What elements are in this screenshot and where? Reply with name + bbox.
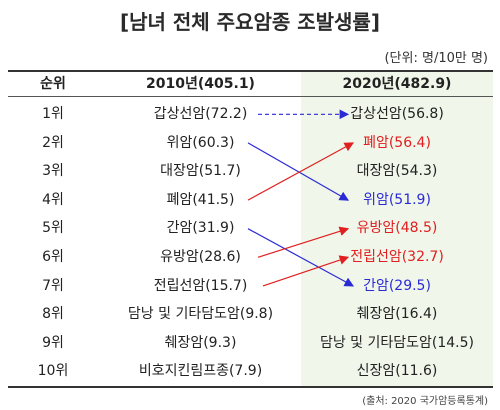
header-2010: 2010년(405.1) (146, 76, 255, 92)
rank-cell: 8위 (42, 306, 64, 323)
cancer-2020-cell: 위암(51.9) (363, 191, 431, 208)
rank-arrow-up (257, 226, 350, 258)
header-2020: 2020년(482.9) (342, 76, 452, 92)
rank-cell: 6위 (42, 249, 64, 265)
cancer-2020-cell: 전립선암(32.7) (350, 249, 444, 265)
source-note: (출처: 2020 국가암등록통계) (362, 396, 488, 407)
rank-cell: 4위 (42, 191, 64, 208)
cancer-2010-cell: 담낭 및 기타담도암(9.8) (127, 306, 274, 323)
rank-arrow-up (247, 142, 355, 201)
rank-cell: 10위 (37, 363, 69, 380)
cancer-2010-cell: 전립선암(15.7) (153, 277, 248, 294)
highlight-column-2020 (301, 70, 493, 387)
cancer-2010-cell: 비호지킨림프종(7.9) (138, 363, 263, 380)
cancer-2020-cell: 담낭 및 기타담도암(14.5) (319, 334, 475, 351)
cancer-2020-cell: 간암(29.5) (363, 277, 431, 294)
rank-arrow-up (262, 255, 350, 287)
cancer-2010-cell: 위암(60.3) (166, 134, 235, 151)
rank-cell: 9위 (42, 334, 64, 351)
cancer-2020-cell: 췌장암(16.4) (356, 306, 438, 323)
rank-table: 순위 2010년(405.1) 2020년(482.9) 1위 갑상선암(72.2… (8, 70, 493, 388)
table-top-rule (8, 70, 493, 72)
rank-cell: 5위 (42, 220, 64, 237)
cancer-2020-cell: 대장암(54.3) (356, 163, 438, 180)
cancer-2020-cell: 신장암(11.6) (356, 363, 438, 380)
rank-arrow-down (247, 142, 350, 201)
table-bottom-rule (8, 386, 493, 388)
cancer-2010-cell: 췌장암(9.3) (164, 334, 237, 351)
cancer-2010-cell: 간암(31.9) (166, 220, 235, 237)
rank-cell: 2위 (42, 134, 64, 151)
cancer-2020-cell: 유방암(48.5) (356, 220, 438, 237)
cancer-2010-cell: 대장암(51.7) (160, 163, 241, 180)
cancer-2010-cell: 갑상선암(72.2) (153, 106, 248, 122)
cancer-2010-cell: 유방암(28.6) (160, 249, 241, 265)
rank-cell: 1위 (42, 106, 64, 122)
cancer-2010-cell: 폐암(41.5) (166, 191, 235, 208)
unit-label: (단위: 명/10만 명) (384, 51, 488, 66)
cancer-2020-cell: 폐암(56.4) (363, 134, 431, 151)
rank-arrow-down (247, 228, 355, 287)
rank-cell: 7위 (42, 277, 64, 294)
chart-title: [남녀 전체 주요암종 조발생률] (120, 10, 380, 34)
rank-change-arrows (247, 109, 355, 287)
rank-cell: 3위 (42, 163, 64, 180)
header-rule (8, 96, 493, 97)
header-rank: 순위 (40, 76, 66, 92)
cancer-2020-cell: 갑상선암(56.8) (350, 106, 444, 122)
